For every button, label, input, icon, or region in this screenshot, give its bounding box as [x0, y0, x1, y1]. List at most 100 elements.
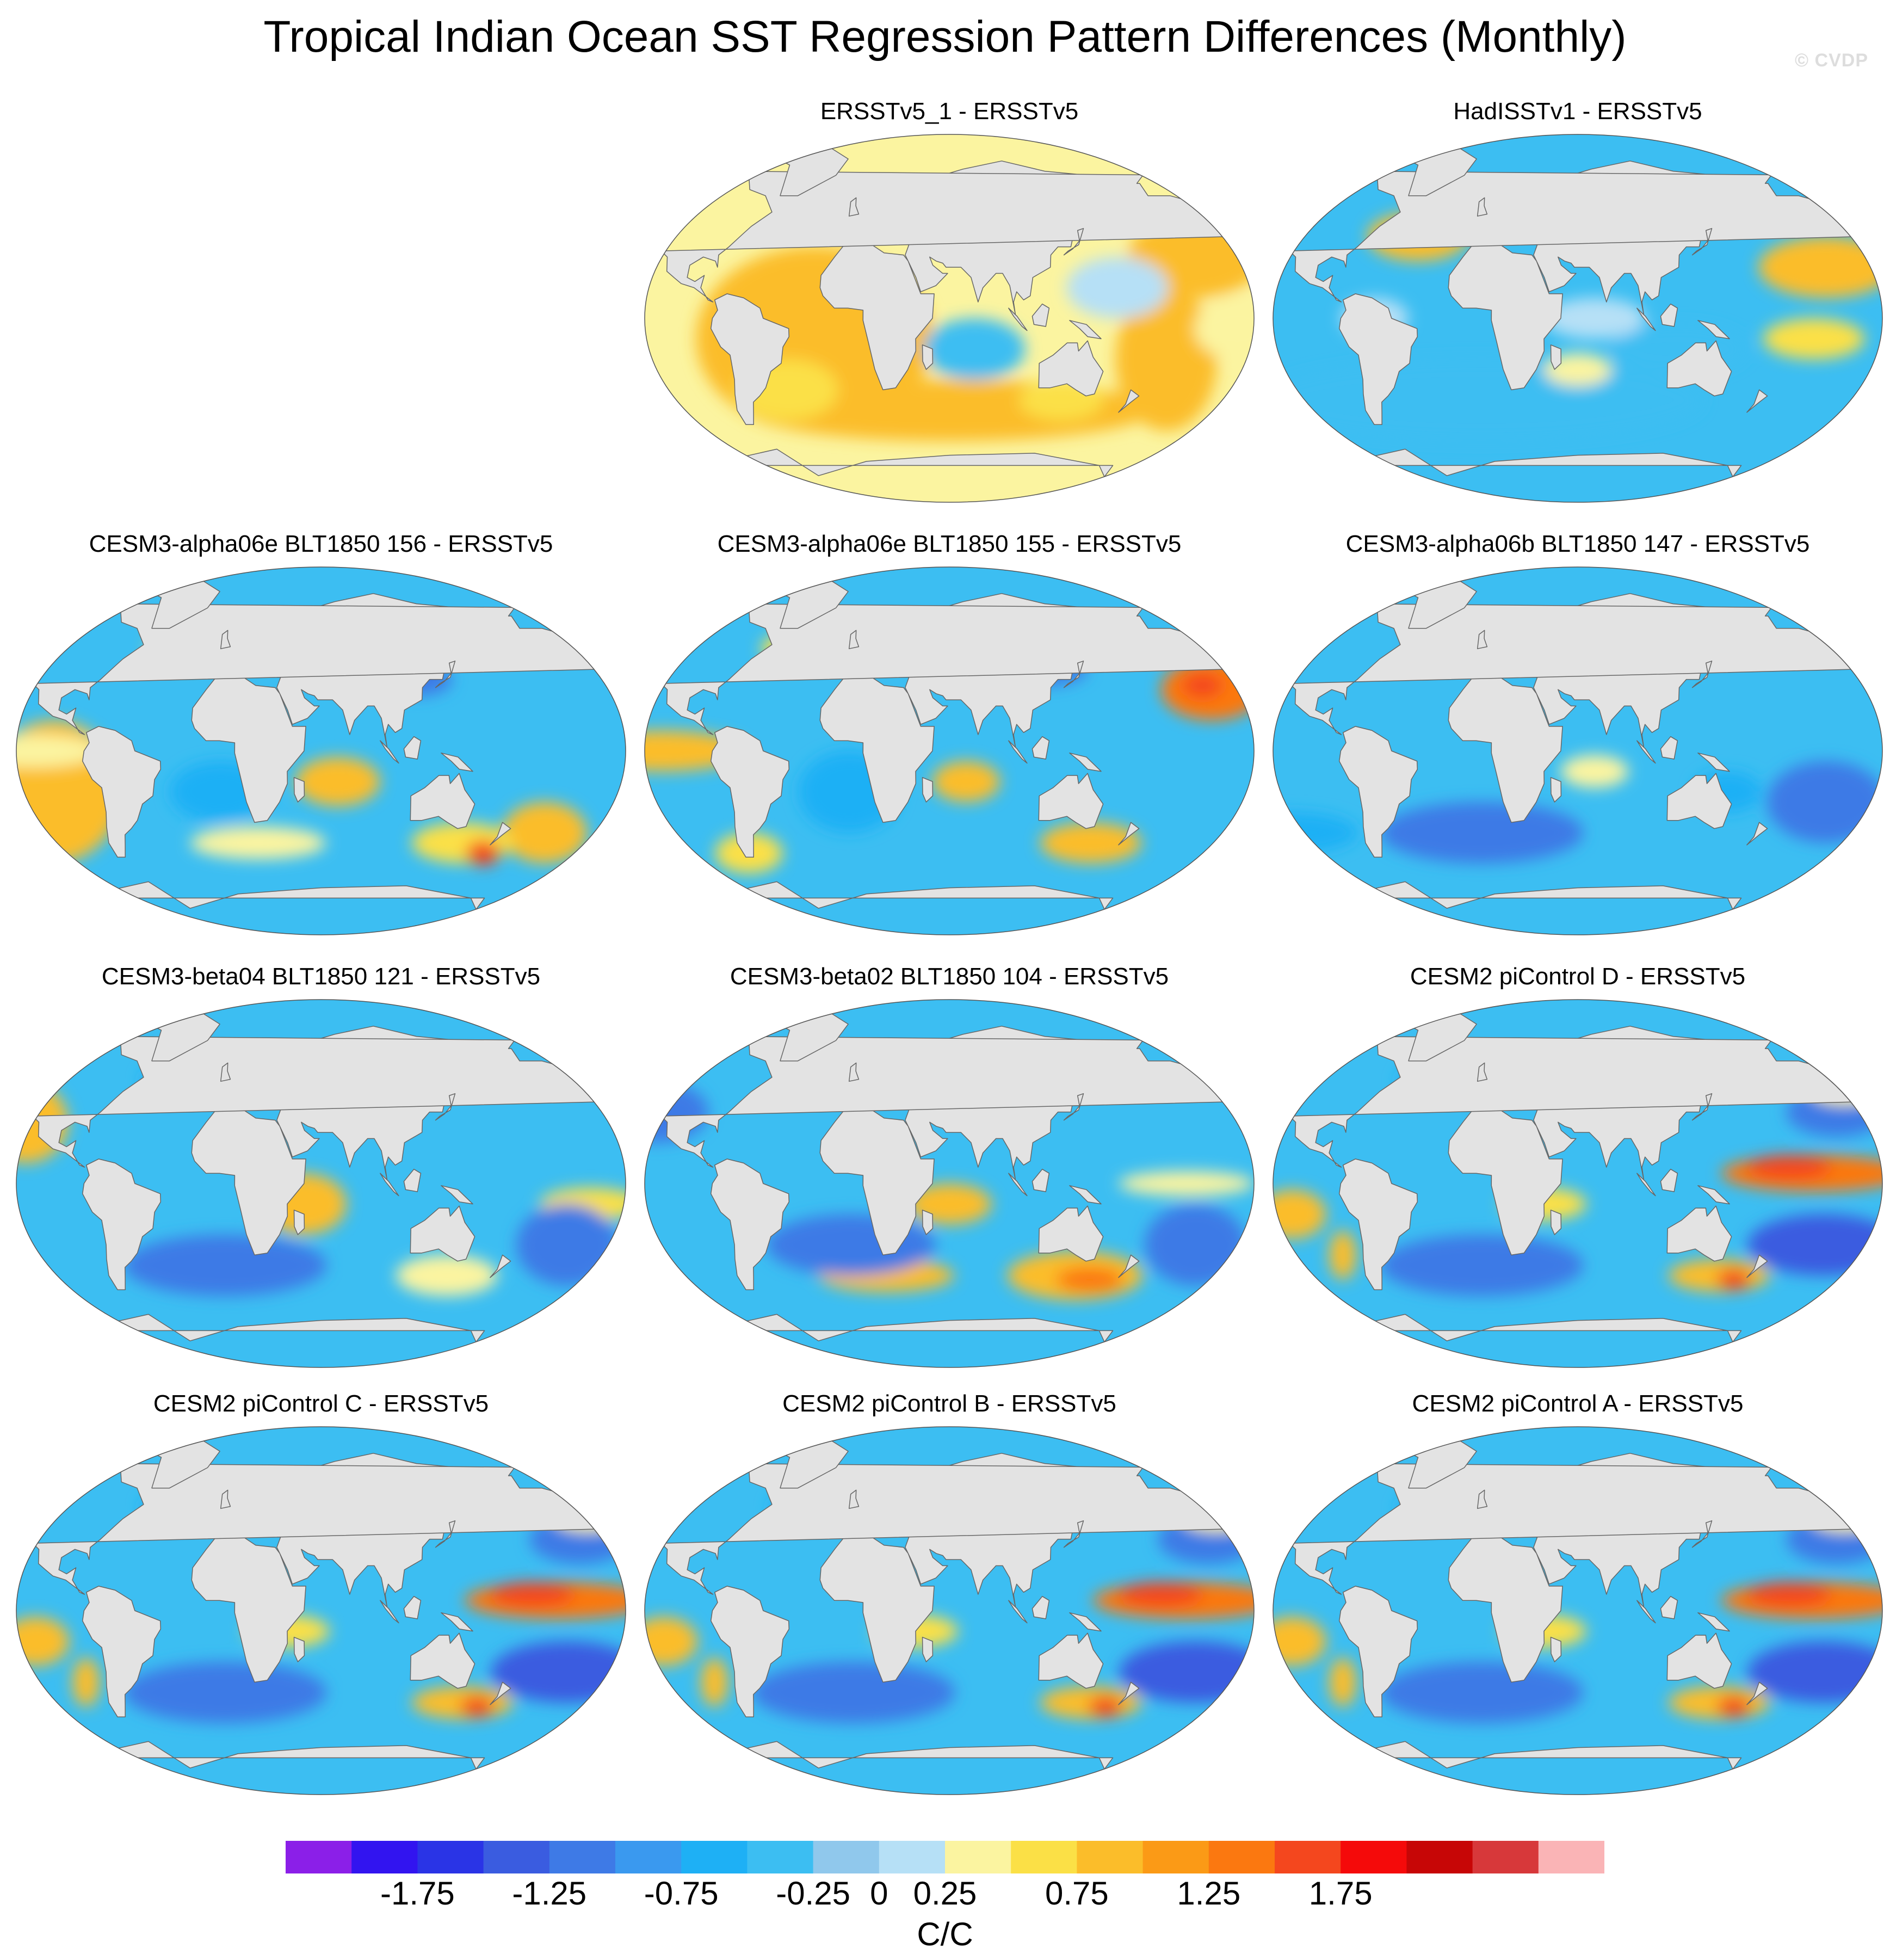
anomaly-region [460, 1696, 494, 1717]
landmass-africa [1448, 1534, 1563, 1683]
map-panel: HadISSTv1 - ERSSTv5 [1268, 95, 1888, 514]
map-border [1273, 999, 1883, 1368]
map-border [16, 566, 626, 935]
map-panel: CESM3-beta02 BLT1850 104 - ERSSTv5 [639, 960, 1259, 1379]
colorbar-swatch [879, 1841, 946, 1873]
landmass-newguinea [1697, 753, 1730, 772]
anomaly-region [1767, 761, 1882, 843]
map-svg [16, 1426, 626, 1795]
map-panel: CESM3-beta04 BLT1850 121 - ERSSTv5 [11, 960, 631, 1379]
panel-title: CESM3-beta04 BLT1850 121 - ERSSTv5 [101, 963, 541, 990]
anomaly-region [502, 802, 587, 864]
colorbar-tick-label: -0.25 [776, 1875, 850, 1912]
landmass-newguinea [1069, 753, 1102, 772]
map-panel: CESM3-alpha06e BLT1850 155 - ERSSTv5 [639, 528, 1259, 947]
landmass-uk [848, 197, 860, 217]
landmass-africa [1448, 242, 1563, 391]
map-border [644, 1426, 1255, 1795]
landmass-newguinea [1069, 1612, 1102, 1632]
colorbar-tick-label: 0.75 [1045, 1875, 1109, 1912]
landmass-australia [410, 1632, 475, 1689]
landmass-sumatra [1636, 1600, 1656, 1624]
landmass-japan [1063, 661, 1084, 688]
map-svg [1273, 1426, 1883, 1795]
landmass-antarctica [75, 1741, 485, 1795]
landmass-sumatra [1008, 1600, 1028, 1624]
anomaly-region [1746, 1582, 1831, 1607]
landmass-japan [1691, 1093, 1713, 1121]
anomaly-region [1118, 1582, 1203, 1607]
anomaly-region [72, 1657, 100, 1707]
landmass-antarctica [703, 448, 1114, 502]
panel-title: CESM3-alpha06b BLT1850 147 - ERSSTv5 [1345, 531, 1810, 557]
colorbar-swatch [1472, 1841, 1539, 1873]
landmass-nz [1118, 1681, 1140, 1705]
anomaly-region [490, 1582, 575, 1607]
map-svg [644, 1426, 1255, 1795]
landmass-madagascar [293, 1637, 305, 1662]
landmass-samerica [710, 293, 790, 426]
anomaly-region [752, 1661, 955, 1723]
anomaly-region [1716, 1269, 1751, 1290]
landmass-samerica [82, 726, 162, 858]
landmass-australia [410, 1205, 475, 1262]
landmass-uk [848, 630, 860, 649]
panel-title: CESM3-alpha06e BLT1850 156 - ERSSTv5 [89, 531, 553, 557]
map-svg [644, 134, 1255, 503]
landmass-africa [191, 675, 306, 823]
landmass-uk [1477, 1062, 1488, 1082]
landmass-japan [1063, 228, 1084, 256]
landmass-japan [435, 661, 456, 688]
panel-title: CESM2 piControl C - ERSSTv5 [153, 1390, 489, 1417]
colorbar-swatch [945, 1841, 1011, 1873]
landmass-uk [1477, 1489, 1488, 1509]
landmass-nz [1746, 1681, 1768, 1705]
map-border [644, 999, 1255, 1368]
colorbar-swatch [1538, 1841, 1605, 1873]
landmass-uk [848, 1062, 860, 1082]
map-svg [1273, 134, 1883, 503]
colorbar-swatch [286, 1841, 352, 1873]
colorbar-swatch [681, 1841, 748, 1873]
landmass-japan [1063, 1520, 1084, 1548]
map-panel: CESM2 piControl A - ERSSTv5 [1268, 1388, 1888, 1807]
colorbar-units: C/C [917, 1916, 973, 1952]
landmass-uk [220, 630, 231, 649]
anomaly-region [645, 730, 746, 772]
landmass-australia [1666, 340, 1732, 397]
landmass-madagascar [922, 344, 934, 370]
anomaly-region [1194, 298, 1254, 360]
colorbar-tick-label: 1.25 [1177, 1875, 1241, 1912]
landmass-sumatra [380, 1173, 399, 1197]
landmass-africa [1448, 675, 1563, 823]
colorbar-swatch [615, 1841, 682, 1873]
landmass-borneo [1660, 1595, 1678, 1619]
map-border [16, 999, 626, 1368]
colorbar-tick-label: -1.25 [512, 1875, 587, 1912]
map-border [644, 566, 1255, 935]
map-svg [16, 999, 626, 1368]
landmass-nz [490, 1681, 511, 1705]
landmass-madagascar [1550, 1210, 1562, 1235]
map-panel: CESM3-alpha06b BLT1850 147 - ERSSTv5 [1268, 528, 1888, 947]
anomaly-region [701, 1657, 728, 1707]
landmass-madagascar [922, 1637, 934, 1662]
anomaly-region [1380, 1661, 1584, 1723]
landmass-nz [1746, 389, 1768, 413]
anomaly-region [1088, 1696, 1122, 1717]
landmass-antarctica [1332, 1741, 1742, 1795]
landmass-australia [1038, 1205, 1104, 1262]
anomaly-region [1543, 298, 1646, 339]
landmass-africa [1448, 1107, 1563, 1256]
panel-title: CESM3-beta02 BLT1850 104 - ERSSTv5 [730, 963, 1169, 990]
landmass-madagascar [293, 777, 305, 803]
anomaly-region [1066, 257, 1168, 318]
anomaly-region [1144, 1204, 1246, 1286]
landmass-madagascar [1550, 344, 1562, 370]
landmass-samerica [82, 1586, 162, 1718]
anomaly-region [295, 757, 380, 806]
colorbar-swatch [483, 1841, 550, 1873]
landmass-nz [1746, 822, 1768, 846]
landmass-nz [1118, 822, 1140, 846]
landmass-madagascar [293, 1210, 305, 1235]
